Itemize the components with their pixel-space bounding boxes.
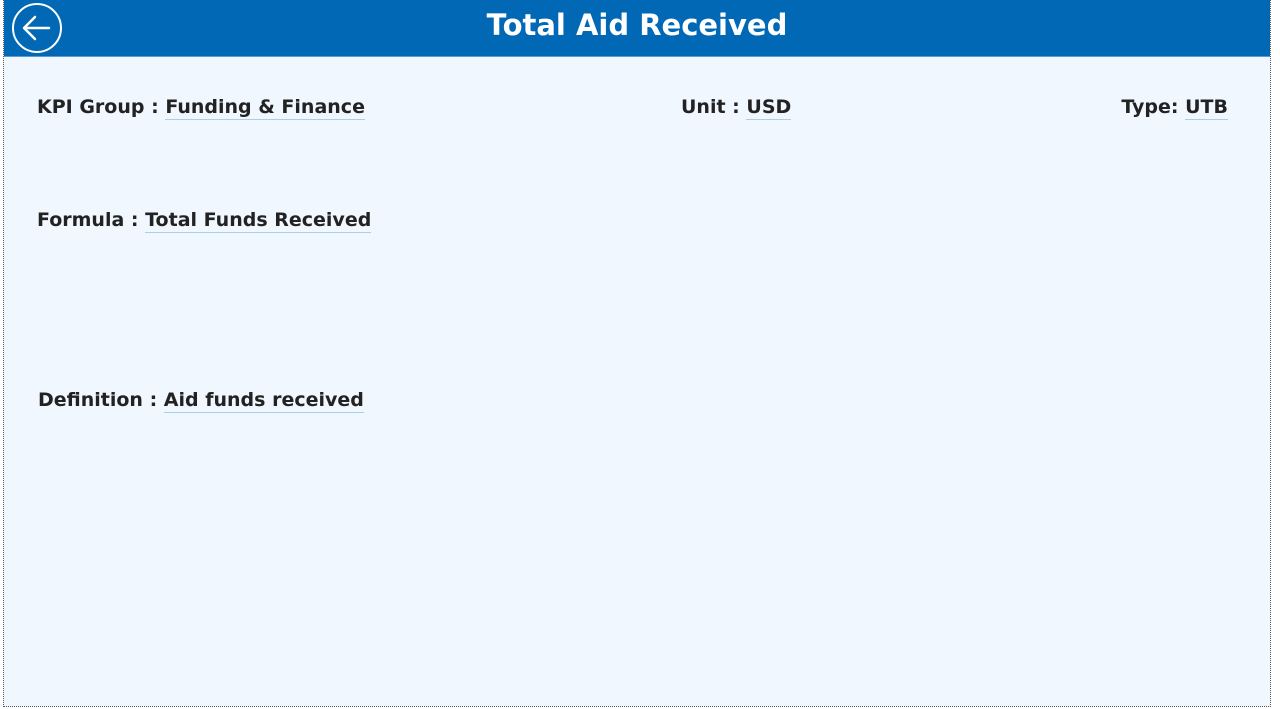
- definition-label: Definition :: [38, 389, 164, 411]
- formula-label: Formula :: [37, 209, 146, 231]
- arrow-left-icon: [22, 15, 51, 41]
- formula-field: Formula : Total Funds Received: [37, 209, 372, 233]
- definition-field: Definition : Aid funds received: [38, 389, 364, 413]
- type-field: Type: UTB: [1121, 96, 1228, 120]
- unit-field: Unit : USD: [681, 96, 792, 120]
- header-bar: Total Aid Received: [4, 0, 1270, 57]
- formula-value: Total Funds Received: [145, 209, 372, 233]
- type-label: Type:: [1121, 96, 1186, 118]
- content-panel: [3, 0, 1271, 707]
- type-value: UTB: [1185, 96, 1228, 120]
- kpi-group-label: KPI Group :: [37, 96, 166, 118]
- unit-value: USD: [746, 96, 792, 120]
- kpi-group-field: KPI Group : Funding & Finance: [37, 96, 365, 120]
- unit-label: Unit :: [681, 96, 747, 118]
- definition-value: Aid funds received: [163, 389, 364, 413]
- page-title: Total Aid Received: [486, 8, 788, 42]
- kpi-group-value: Funding & Finance: [165, 96, 365, 120]
- back-button[interactable]: [12, 3, 62, 53]
